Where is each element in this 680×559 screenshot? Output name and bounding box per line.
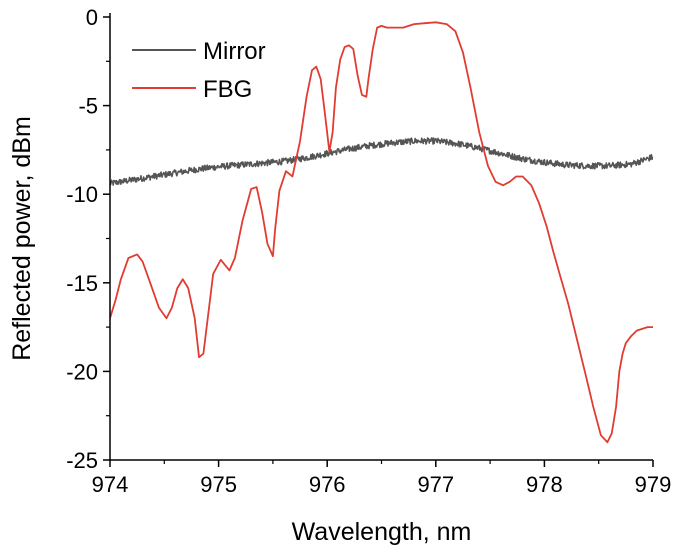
x-axis-title: Wavelength, nm [292, 518, 472, 546]
series-line-mirror [110, 137, 653, 186]
y-axis-title: Reflected power, dBm [8, 116, 36, 361]
series-line-fbg [110, 21, 653, 444]
x-tick-label: 976 [309, 472, 346, 497]
y-tick-label: -5 [78, 94, 98, 119]
x-tick-label: 978 [526, 472, 563, 497]
axes-layer [109, 13, 653, 461]
legend-label-mirror: Mirror [203, 38, 266, 65]
x-tick-label: 979 [635, 472, 672, 497]
x-tick-label: 974 [92, 472, 129, 497]
y-tick-label: -25 [66, 448, 98, 473]
legend-label-fbg: FBG [203, 76, 252, 103]
y-tick-label: 0 [86, 5, 98, 30]
legend: Mirror FBG [132, 38, 266, 103]
series-layer [110, 21, 653, 444]
y-tick-label: -15 [66, 271, 98, 296]
ticks-layer: 974 975 976 977 978 979 0 -5 -10 -15 -20 -25 [66, 5, 671, 497]
y-tick-label: -10 [66, 182, 98, 207]
x-tick-label: 975 [200, 472, 237, 497]
x-tick-label: 977 [417, 472, 454, 497]
y-tick-label: -20 [66, 359, 98, 384]
